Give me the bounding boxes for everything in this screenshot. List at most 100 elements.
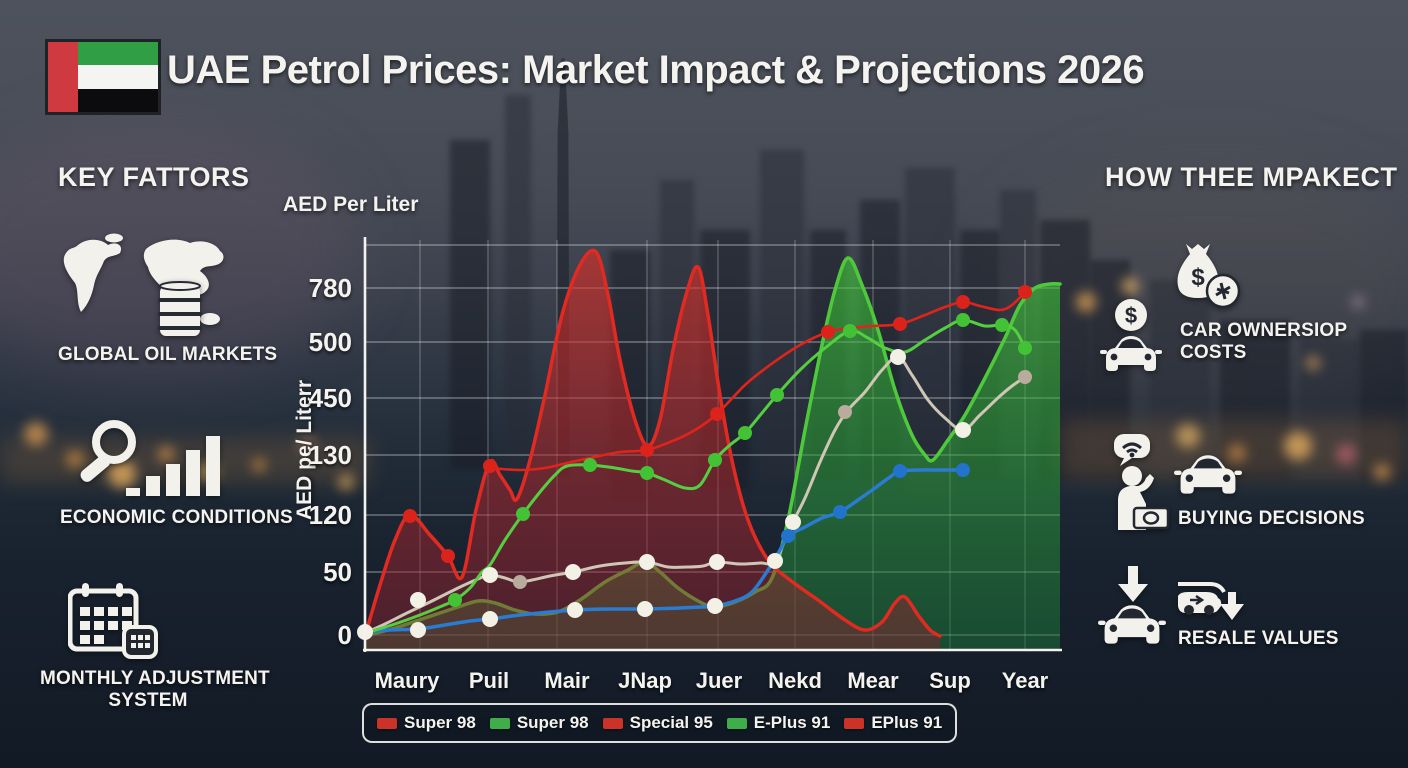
monthly-adjustment-line1: MONTHLY ADJUSTMENT (40, 668, 270, 689)
flag-black-band (78, 88, 158, 112)
green-line-marker (516, 507, 530, 521)
legend-item-e-plus-91: E-Plus 91 (726, 713, 831, 733)
green-line-marker (738, 426, 752, 440)
legend-label: Super 98 (404, 713, 476, 732)
green-line-marker (448, 593, 462, 607)
car-front-icon (1100, 334, 1162, 374)
y-tick-450: 450 (308, 383, 352, 413)
left-item-label-monthly-adjustment: MONTHLY ADJUSTMENT SYSTEM (40, 668, 270, 712)
left-panel-heading: KEY FATTORS (58, 162, 250, 192)
green-line-marker (956, 313, 970, 327)
tan-line-marker (838, 405, 852, 419)
world-map-icon (50, 222, 232, 340)
x-tick-JNap: JNap (618, 668, 672, 693)
car-front-icon-3 (1098, 602, 1166, 648)
red-line-marker (956, 295, 970, 309)
tan-line-marker (639, 554, 655, 570)
right-item-label-car-ownership: CAR OWNERSIOP COSTS (1180, 320, 1347, 364)
flag-green-band (78, 42, 158, 66)
person-thinking-icon (1108, 434, 1172, 534)
chart-title-aed-per-liter: AED Per Liter (283, 193, 419, 216)
oil-barrel-icon (156, 280, 204, 340)
green-line-marker (640, 466, 654, 480)
down-arrow-icon (1116, 566, 1150, 602)
x-tick-Sup: Sup (929, 668, 971, 693)
legend-swatch (844, 717, 865, 729)
blue-line-marker (707, 598, 723, 614)
tan-line-marker (890, 349, 906, 365)
red-area-marker (403, 509, 417, 523)
monthly-adjustment-line2: SYSTEM (108, 690, 188, 711)
blue-line-marker (781, 529, 795, 543)
blue-line-marker (410, 622, 426, 638)
y-tick-50: 50 (323, 557, 352, 587)
legend-swatch (726, 717, 747, 729)
tan-line-marker (955, 422, 971, 438)
green-line-marker (708, 453, 722, 467)
money-bag-icon: $ (1172, 240, 1242, 310)
car-ownership-line1: CAR OWNERSIOP (1180, 320, 1348, 341)
right-item-label-resale-values: RESALE VALUES (1178, 628, 1339, 649)
blue-line-marker (567, 602, 583, 618)
green-line-marker (583, 458, 597, 472)
legend-label: E-Plus 91 (753, 713, 831, 732)
legend-item-eplus-91: EPlus 91 (844, 713, 942, 733)
red-line-marker (483, 459, 497, 473)
right-item-label-buying-decisions: BUYING DECISIONS (1178, 508, 1365, 529)
uae-flag (48, 42, 158, 112)
tan-line-marker (767, 553, 783, 569)
tan-line-marker (785, 514, 801, 530)
tan-line-marker (565, 564, 581, 580)
legend-swatch (489, 717, 510, 729)
y-tick-120: 120 (308, 500, 352, 530)
x-tick-Juer: Juer (695, 668, 743, 693)
dollar-coin-icon: $ (1112, 296, 1150, 334)
blue-line-marker (956, 463, 970, 477)
legend-item-super-98: Super 98 (377, 713, 476, 733)
y-tick-500: 500 (308, 327, 352, 357)
x-tick-Year: Year (1001, 668, 1049, 693)
blue-line-marker (893, 464, 907, 478)
legend-swatch (602, 717, 623, 729)
flag-white-band (78, 65, 158, 89)
car-value-drop-icon (1176, 580, 1248, 628)
blue-line-marker (833, 505, 847, 519)
legend-swatch (377, 717, 397, 729)
green-line-marker (1018, 341, 1032, 355)
left-item-label-global-oil-markets: GLOBAL OIL MARKETS (58, 344, 278, 365)
legend-item-super-98: Super 98 (489, 713, 589, 733)
page-title: UAE Petrol Prices: Market Impact & Proje… (167, 48, 1145, 92)
chart-legend: Super 98 Super 98 Special 95 E-Plus 91 EPlus… (362, 703, 958, 743)
legend-label: Special 95 (629, 713, 713, 732)
x-tick-Nekd: Nekd (768, 668, 822, 693)
tan-line-marker (410, 592, 426, 608)
x-tick-Mear: Mear (847, 668, 899, 693)
red-area (363, 248, 942, 638)
svg-text:$: $ (1125, 303, 1137, 328)
blue-line-marker (482, 611, 498, 627)
tan-line-marker (709, 554, 725, 570)
tan-line-marker (513, 575, 527, 589)
calendar-icon (68, 583, 160, 659)
green-area-fill (365, 257, 1060, 650)
x-tick-Maury: Maury (374, 668, 440, 693)
car-front-icon-2 (1174, 452, 1242, 498)
svg-text:$: $ (1191, 264, 1205, 291)
red-line-marker (1018, 285, 1032, 299)
x-tick-Mair: Mair (544, 668, 590, 693)
tan-line-marker (1018, 370, 1032, 384)
car-ownership-line2: COSTS (1180, 342, 1247, 363)
green-line-marker (843, 324, 857, 338)
x-tick-Puil: Puil (468, 668, 510, 693)
tan-line-marker (482, 567, 498, 583)
red-line-marker (821, 325, 835, 339)
y-tick-130: 130 (308, 440, 352, 470)
green-line-marker (995, 318, 1009, 332)
left-item-label-economic-conditions: ECONOMIC CONDITIONS (60, 507, 293, 528)
flag-red-stripe (48, 42, 78, 112)
bar-chart-icon (126, 432, 226, 496)
legend-label: EPlus 91 (871, 713, 943, 732)
red-line-marker (893, 317, 907, 331)
